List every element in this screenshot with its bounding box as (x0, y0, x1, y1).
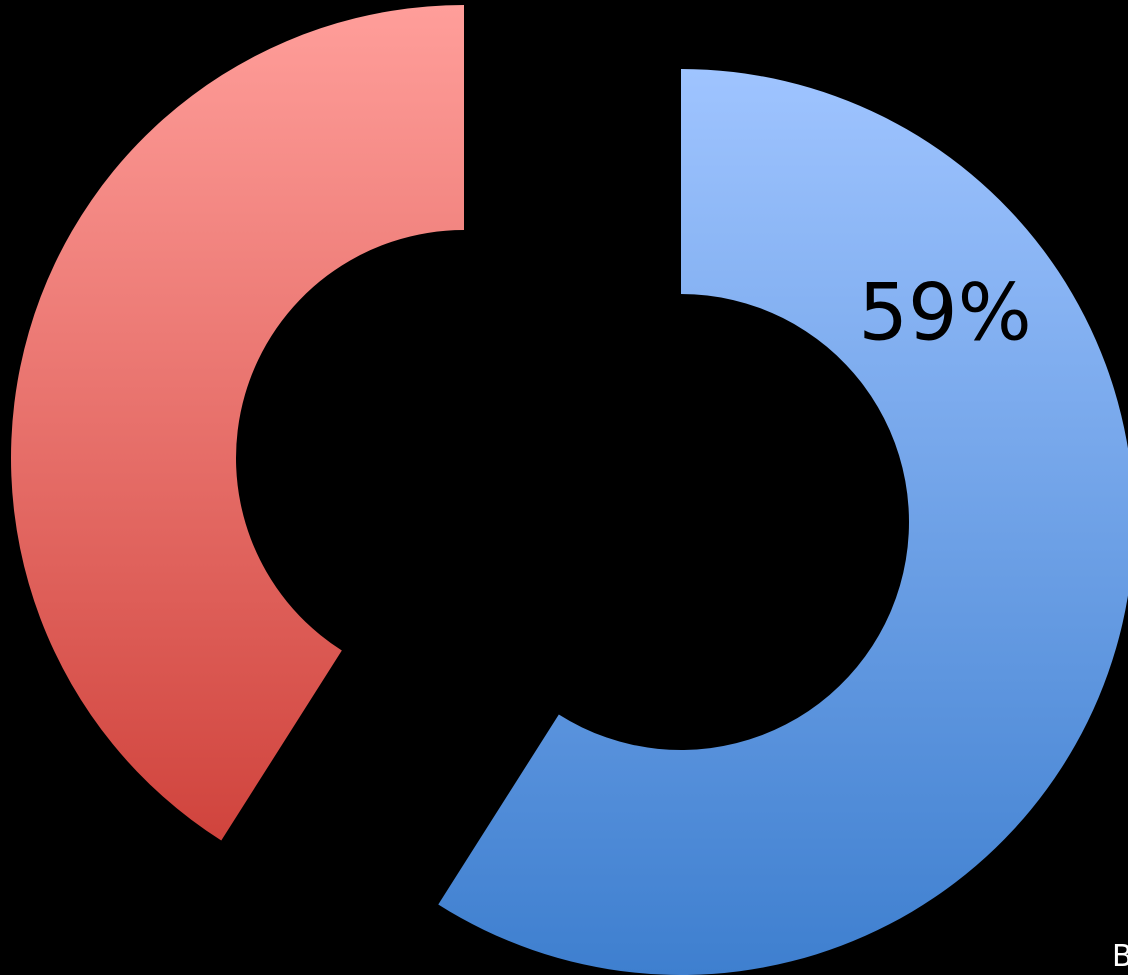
donut-slice-0 (438, 69, 1128, 975)
donut-slices (11, 5, 1128, 975)
corner-text: B (1112, 939, 1128, 974)
slice-label-0: 59% (858, 268, 1031, 358)
donut-slice-1 (11, 5, 464, 841)
donut-labels: 59% (858, 268, 1031, 358)
